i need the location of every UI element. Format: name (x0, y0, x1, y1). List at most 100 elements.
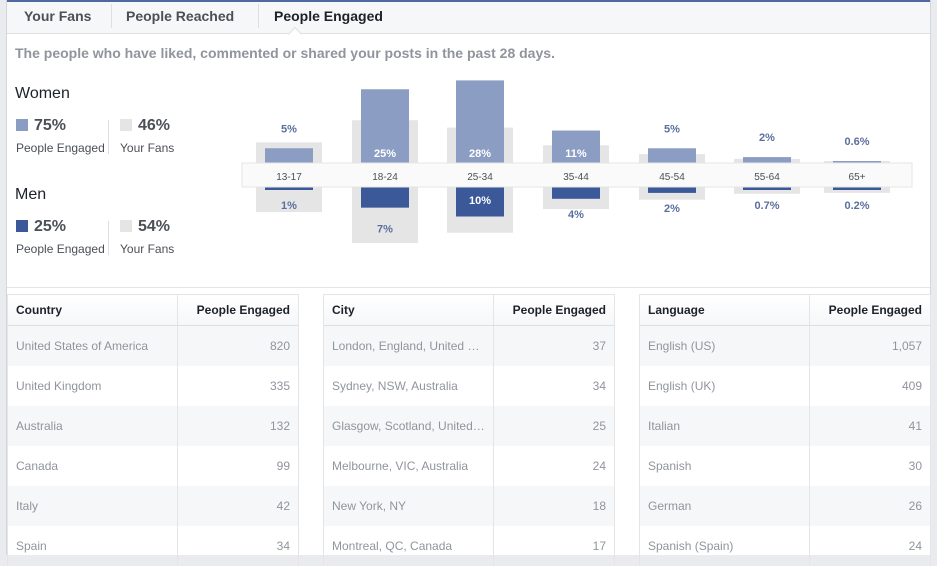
section-divider (7, 287, 930, 288)
people-engaged-cell: 41 (908, 419, 922, 433)
men-engaged-bar (648, 183, 696, 193)
men-data-label: 0.7% (754, 200, 779, 212)
women-data-label: 11% (565, 148, 587, 160)
table-row: United Kingdom 335 (8, 366, 298, 406)
people-engaged-cell: 37 (592, 339, 606, 353)
language-cell: Italian (648, 419, 681, 433)
divider (108, 221, 109, 255)
men-engaged-bar (456, 183, 504, 217)
country-cell-wrap: Canada (8, 446, 178, 486)
people-engaged-cell: 30 (908, 459, 922, 473)
city-cell: Glasgow, Scotland, United Kingdom (332, 419, 485, 433)
country-table: Country People Engaged United States of Am… (7, 294, 299, 566)
age-tick-label: 25-34 (467, 172, 493, 183)
men-data-label: 10% (469, 195, 491, 207)
table-row: New York, NY 18 (324, 486, 614, 526)
people-engaged-cell: 24 (592, 459, 606, 473)
table-header: City People Engaged (324, 295, 614, 326)
men-data-label: 7% (377, 224, 393, 236)
people-engaged-cell: 335 (269, 379, 290, 393)
women-engaged-value: 75% (34, 117, 67, 134)
language-cell: Spanish (Spain) (648, 539, 734, 553)
age-axis-band (241, 162, 913, 188)
women-engaged-bar (361, 89, 409, 163)
engaged-label: People Engaged (16, 141, 105, 155)
language-cell-wrap: Italian (640, 406, 810, 446)
people-engaged-column-header[interactable]: People Engaged (512, 303, 606, 317)
language-cell-wrap: German (640, 486, 810, 526)
people-engaged-cell: 132 (269, 419, 290, 433)
language-table: Language People Engaged English (US) 1,057 E… (639, 294, 931, 566)
people-engaged-cell: 34 (276, 539, 290, 553)
men-swatch (16, 220, 28, 232)
age-tick-label: 18-24 (372, 172, 398, 183)
city-cell-wrap: Sydney, NSW, Australia (324, 366, 494, 406)
tab-your-fans[interactable]: Your Fans (24, 8, 92, 24)
audience-panel: Your Fans People Reached People Engaged … (6, 0, 931, 566)
people-engaged-cell: 42 (276, 499, 290, 513)
women-engaged-bar (265, 148, 313, 163)
tab-people-engaged[interactable]: People Engaged (274, 8, 383, 24)
city-table: City People Engaged London, England, Unite… (323, 294, 615, 566)
city-cell: Sydney, NSW, Australia (332, 379, 458, 393)
age-tick-label: 13-17 (276, 172, 302, 183)
people-engaged-column-header[interactable]: People Engaged (196, 303, 290, 317)
language-cell-wrap: English (UK) (640, 366, 810, 406)
men-data-label: 0.2% (844, 200, 869, 212)
divider (108, 120, 109, 154)
table-row: Spanish (Spain) 24 (640, 526, 930, 566)
country-cell-wrap: Australia (8, 406, 178, 446)
people-engaged-column-header[interactable]: People Engaged (828, 303, 922, 317)
women-swatch (16, 119, 28, 131)
city-cell-wrap: Melbourne, VIC, Australia (324, 446, 494, 486)
country-cell-wrap: Italy (8, 486, 178, 526)
women-fans-value: 46% (138, 117, 171, 134)
women-data-label: 5% (281, 123, 297, 135)
country-cell: Italy (16, 499, 39, 513)
men-data-label: 4% (568, 209, 584, 221)
men-engaged-value: 25% (34, 218, 67, 235)
fans-swatch (120, 119, 132, 131)
men-data-label: 1% (281, 200, 297, 212)
language-cell: Spanish (648, 459, 692, 473)
women-fans-stat: 46% (120, 117, 170, 135)
age-tick-label: 65+ (849, 172, 866, 183)
country-column-header[interactable]: Country (8, 295, 178, 325)
women-engaged-bar (552, 130, 600, 163)
tab-people-reached[interactable]: People Reached (126, 8, 235, 24)
table-row: United States of America 820 (8, 326, 298, 366)
women-heading: Women (15, 85, 70, 102)
women-engaged-bar (743, 157, 791, 163)
table-row: Spain 34 (8, 526, 298, 566)
country-cell-wrap: United Kingdom (8, 366, 178, 406)
language-cell-wrap: Spanish (Spain) (640, 526, 810, 566)
table-header: Language People Engaged (640, 295, 930, 326)
fans-label: Your Fans (120, 242, 175, 256)
people-engaged-cell: 18 (592, 499, 606, 513)
women-data-label: 2% (759, 132, 775, 144)
table-header: Country People Engaged (8, 295, 298, 326)
language-cell-wrap: Spanish (640, 446, 810, 486)
men-fans-value: 54% (138, 218, 171, 235)
country-cell: United States of America (16, 339, 149, 353)
men-fans-stat: 54% (120, 218, 170, 236)
women-data-label: 5% (664, 123, 680, 135)
city-cell-wrap: Glasgow, Scotland, United Kingdom (324, 406, 494, 446)
people-engaged-cell: 17 (592, 539, 606, 553)
table-row: Italy 42 (8, 486, 298, 526)
women-data-label: 28% (469, 148, 491, 160)
city-cell: New York, NY (332, 499, 407, 513)
age-gender-chart: 13-17 5% 1% 18-24 25% 7% 25-34 28% 10% 35-44 11% 4%… (241, 80, 913, 244)
table-row: Canada 99 (8, 446, 298, 486)
women-engaged-stat: 75% (16, 117, 66, 135)
table-row: Italian 41 (640, 406, 930, 446)
women-engaged-bar (833, 161, 881, 163)
language-column-header[interactable]: Language (640, 295, 810, 325)
table-row: Australia 132 (8, 406, 298, 446)
table-row: English (US) 1,057 (640, 326, 930, 366)
fans-label: Your Fans (120, 141, 175, 155)
city-column-header[interactable]: City (324, 295, 494, 325)
city-cell: Melbourne, VIC, Australia (332, 459, 469, 473)
city-cell-wrap: Montreal, QC, Canada (324, 526, 494, 566)
language-cell: English (US) (648, 339, 716, 353)
